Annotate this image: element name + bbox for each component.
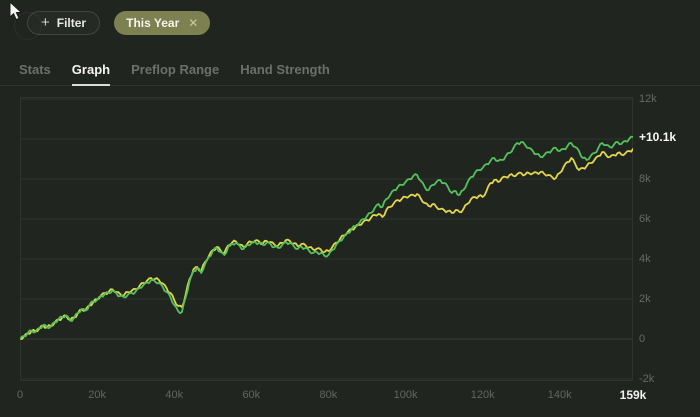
series-winnings-yellow bbox=[20, 148, 633, 340]
x-tick-label: 159k bbox=[619, 388, 647, 402]
tab-stats[interactable]: Stats bbox=[19, 61, 51, 77]
y-tick-label: 4k bbox=[639, 253, 651, 265]
y-tick-label: -2k bbox=[639, 373, 655, 385]
x-tick-label: 140k bbox=[547, 389, 572, 401]
chart-plot-area[interactable] bbox=[20, 97, 633, 381]
plot-border bbox=[20, 97, 633, 381]
y-tick-label: 12k bbox=[639, 93, 657, 105]
x-tick-label: 0 bbox=[16, 389, 24, 401]
x-tick-label: 20k bbox=[88, 389, 106, 401]
tab-preflop-range[interactable]: Preflop Range bbox=[131, 61, 220, 77]
tab-bar: Stats Graph Preflop Range Hand Strength bbox=[0, 55, 700, 86]
y-tick-label: 6k bbox=[639, 213, 651, 225]
close-icon[interactable]: ✕ bbox=[188, 16, 199, 30]
filter-button[interactable]: + Filter bbox=[27, 11, 101, 35]
mouse-cursor-icon bbox=[9, 2, 23, 21]
filter-bar: + Filter This Year ✕ bbox=[27, 11, 211, 35]
x-tick-label: 100k bbox=[393, 389, 418, 401]
current-value-label: +10.1k bbox=[639, 130, 677, 144]
y-tick-label: 8k bbox=[639, 173, 651, 185]
plus-icon: + bbox=[41, 14, 50, 31]
x-tick-label: 40k bbox=[165, 389, 184, 401]
series-winnings-green bbox=[20, 135, 633, 340]
x-tick-label: 80k bbox=[319, 389, 338, 401]
active-filter-chip[interactable]: This Year ✕ bbox=[114, 11, 211, 35]
x-tick-label: 120k bbox=[470, 389, 495, 401]
x-tick-label: 60k bbox=[242, 389, 261, 401]
active-filter-label: This Year bbox=[126, 16, 180, 30]
tab-hand-strength[interactable]: Hand Strength bbox=[240, 61, 330, 77]
y-tick-label: 0 bbox=[639, 333, 646, 345]
winnings-chart[interactable] bbox=[20, 97, 633, 381]
y-tick-label: 2k bbox=[639, 293, 651, 305]
tab-graph[interactable]: Graph bbox=[71, 55, 111, 86]
filter-button-label: Filter bbox=[56, 16, 87, 30]
